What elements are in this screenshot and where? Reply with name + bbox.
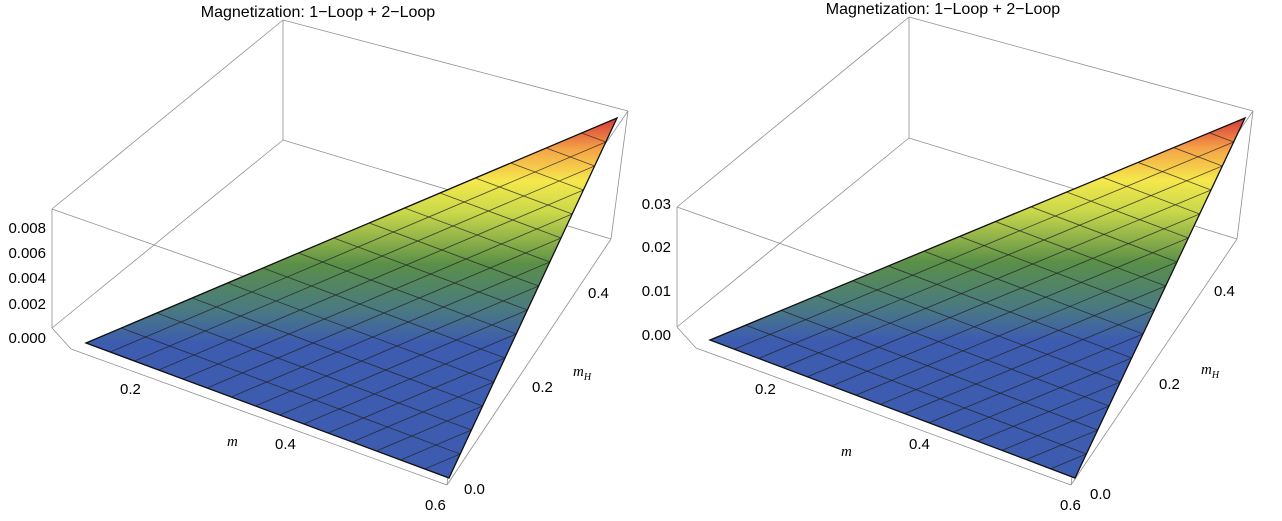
mesh-line <box>439 192 562 239</box>
y-axis-label: mH <box>1201 362 1220 381</box>
x-axis-label: m <box>227 434 238 450</box>
mesh-line <box>959 235 1155 311</box>
mesh-line <box>369 222 539 287</box>
surface-mesh <box>734 132 1234 470</box>
mesh-line <box>977 381 1121 442</box>
mesh-line <box>352 381 494 443</box>
z-tick-label: 0.02 <box>642 239 671 256</box>
mesh-line <box>1001 405 1110 451</box>
mesh-line <box>298 252 517 335</box>
mesh-line <box>995 221 1166 287</box>
mesh-line <box>1066 191 1189 239</box>
mesh-line <box>855 261 1178 396</box>
mesh-line <box>404 207 550 263</box>
y-tick-label: 0.2 <box>1159 376 1180 393</box>
x-tick-label: 0.4 <box>909 436 930 453</box>
mesh-line <box>156 312 472 431</box>
mesh-line <box>1050 453 1087 470</box>
mesh-line <box>880 285 1166 405</box>
mesh-line <box>758 165 1223 359</box>
z-tick-label: 0.008 <box>8 220 46 237</box>
y-axis-label: mH <box>573 364 592 383</box>
mesh-line <box>1209 132 1234 143</box>
mesh-line <box>182 213 573 380</box>
x-axis-ticks: 0.2 0.4 0.6 <box>120 381 446 514</box>
surface-plot-svg: Magnetization: 1−Loop + 2−Loop 0.008 0.0… <box>8 4 629 514</box>
mesh-line <box>852 280 1121 383</box>
mesh-line <box>1137 161 1212 191</box>
y-axis-ticks: 0.0 0.2 0.4 <box>1090 283 1235 503</box>
mesh-line <box>303 333 517 425</box>
y-tick-label: 0.4 <box>1214 283 1235 300</box>
x-tick-label: 0.6 <box>425 497 446 514</box>
mesh-line <box>475 177 573 215</box>
mesh-line <box>227 282 494 383</box>
mesh-line <box>781 309 1098 431</box>
mesh-line <box>134 165 595 362</box>
surface-patch <box>710 118 1245 478</box>
x-axis-ticks: 0.2 0.4 0.6 <box>755 381 1081 514</box>
mesh-line <box>279 309 528 416</box>
y-tick-label: 0.0 <box>464 481 485 498</box>
mesh-line <box>888 265 1132 359</box>
surface-outline <box>708 116 1247 479</box>
surface-plot-right: Magnetization: 1−Loop + 2−Loop 0.03 0.02… <box>641 0 1282 521</box>
mesh-line <box>807 213 1200 378</box>
y-tick-label: 0.4 <box>588 285 609 302</box>
z-tick-label: 0.01 <box>642 283 671 300</box>
x-tick-label: 0.6 <box>1060 497 1081 514</box>
x-tick-label: 0.2 <box>755 381 776 398</box>
y-tick-label: 0.0 <box>1090 486 1111 503</box>
mesh-line <box>333 237 528 311</box>
mesh-line <box>1026 429 1098 461</box>
z-tick-label: 0.002 <box>8 296 46 313</box>
surface-mesh <box>110 132 606 470</box>
mesh-line <box>231 261 550 398</box>
z-axis-ticks: 0.008 0.006 0.004 0.002 0.000 <box>8 220 46 347</box>
x-tick-label: 0.2 <box>120 381 141 398</box>
mesh-line <box>400 429 472 461</box>
chart-title: Magnetization: 1−Loop + 2−Loop <box>826 1 1061 18</box>
z-tick-label: 0.004 <box>8 270 46 287</box>
mesh-line <box>904 309 1155 415</box>
mesh-line <box>546 147 595 167</box>
mesh-line <box>262 267 506 359</box>
mesh-line <box>1173 147 1223 167</box>
mesh-line <box>1102 176 1200 215</box>
z-tick-label: 0.006 <box>8 245 46 262</box>
x-axis-label: m <box>841 444 852 460</box>
surface-plot-left: Magnetization: 1−Loop + 2−Loop 0.008 0.0… <box>8 4 629 514</box>
mesh-line <box>327 357 506 434</box>
chart-title: Magnetization: 1−Loop + 2−Loop <box>201 4 436 21</box>
y-tick-label: 0.2 <box>532 379 553 396</box>
x-tick-label: 0.4 <box>275 436 296 453</box>
mesh-line <box>510 162 584 191</box>
mesh-line <box>255 285 539 407</box>
surface-plot-svg: Magnetization: 1−Loop + 2−Loop 0.03 0.02… <box>642 1 1254 514</box>
mesh-line <box>581 132 606 143</box>
z-tick-label: 0.00 <box>642 327 671 344</box>
y-axis-ticks: 0.0 0.2 0.4 <box>464 285 609 498</box>
mesh-line <box>923 250 1144 335</box>
z-axis-ticks: 0.03 0.02 0.01 0.00 <box>642 196 671 344</box>
surface-patch <box>86 118 617 478</box>
z-tick-label: 0.03 <box>642 196 671 213</box>
mesh-line <box>928 333 1144 424</box>
z-tick-label: 0.000 <box>8 330 46 347</box>
mesh-line <box>424 453 461 470</box>
mesh-line <box>953 357 1132 433</box>
surface-outline <box>84 116 619 479</box>
mesh-line <box>1030 206 1178 263</box>
mesh-line <box>376 405 483 452</box>
